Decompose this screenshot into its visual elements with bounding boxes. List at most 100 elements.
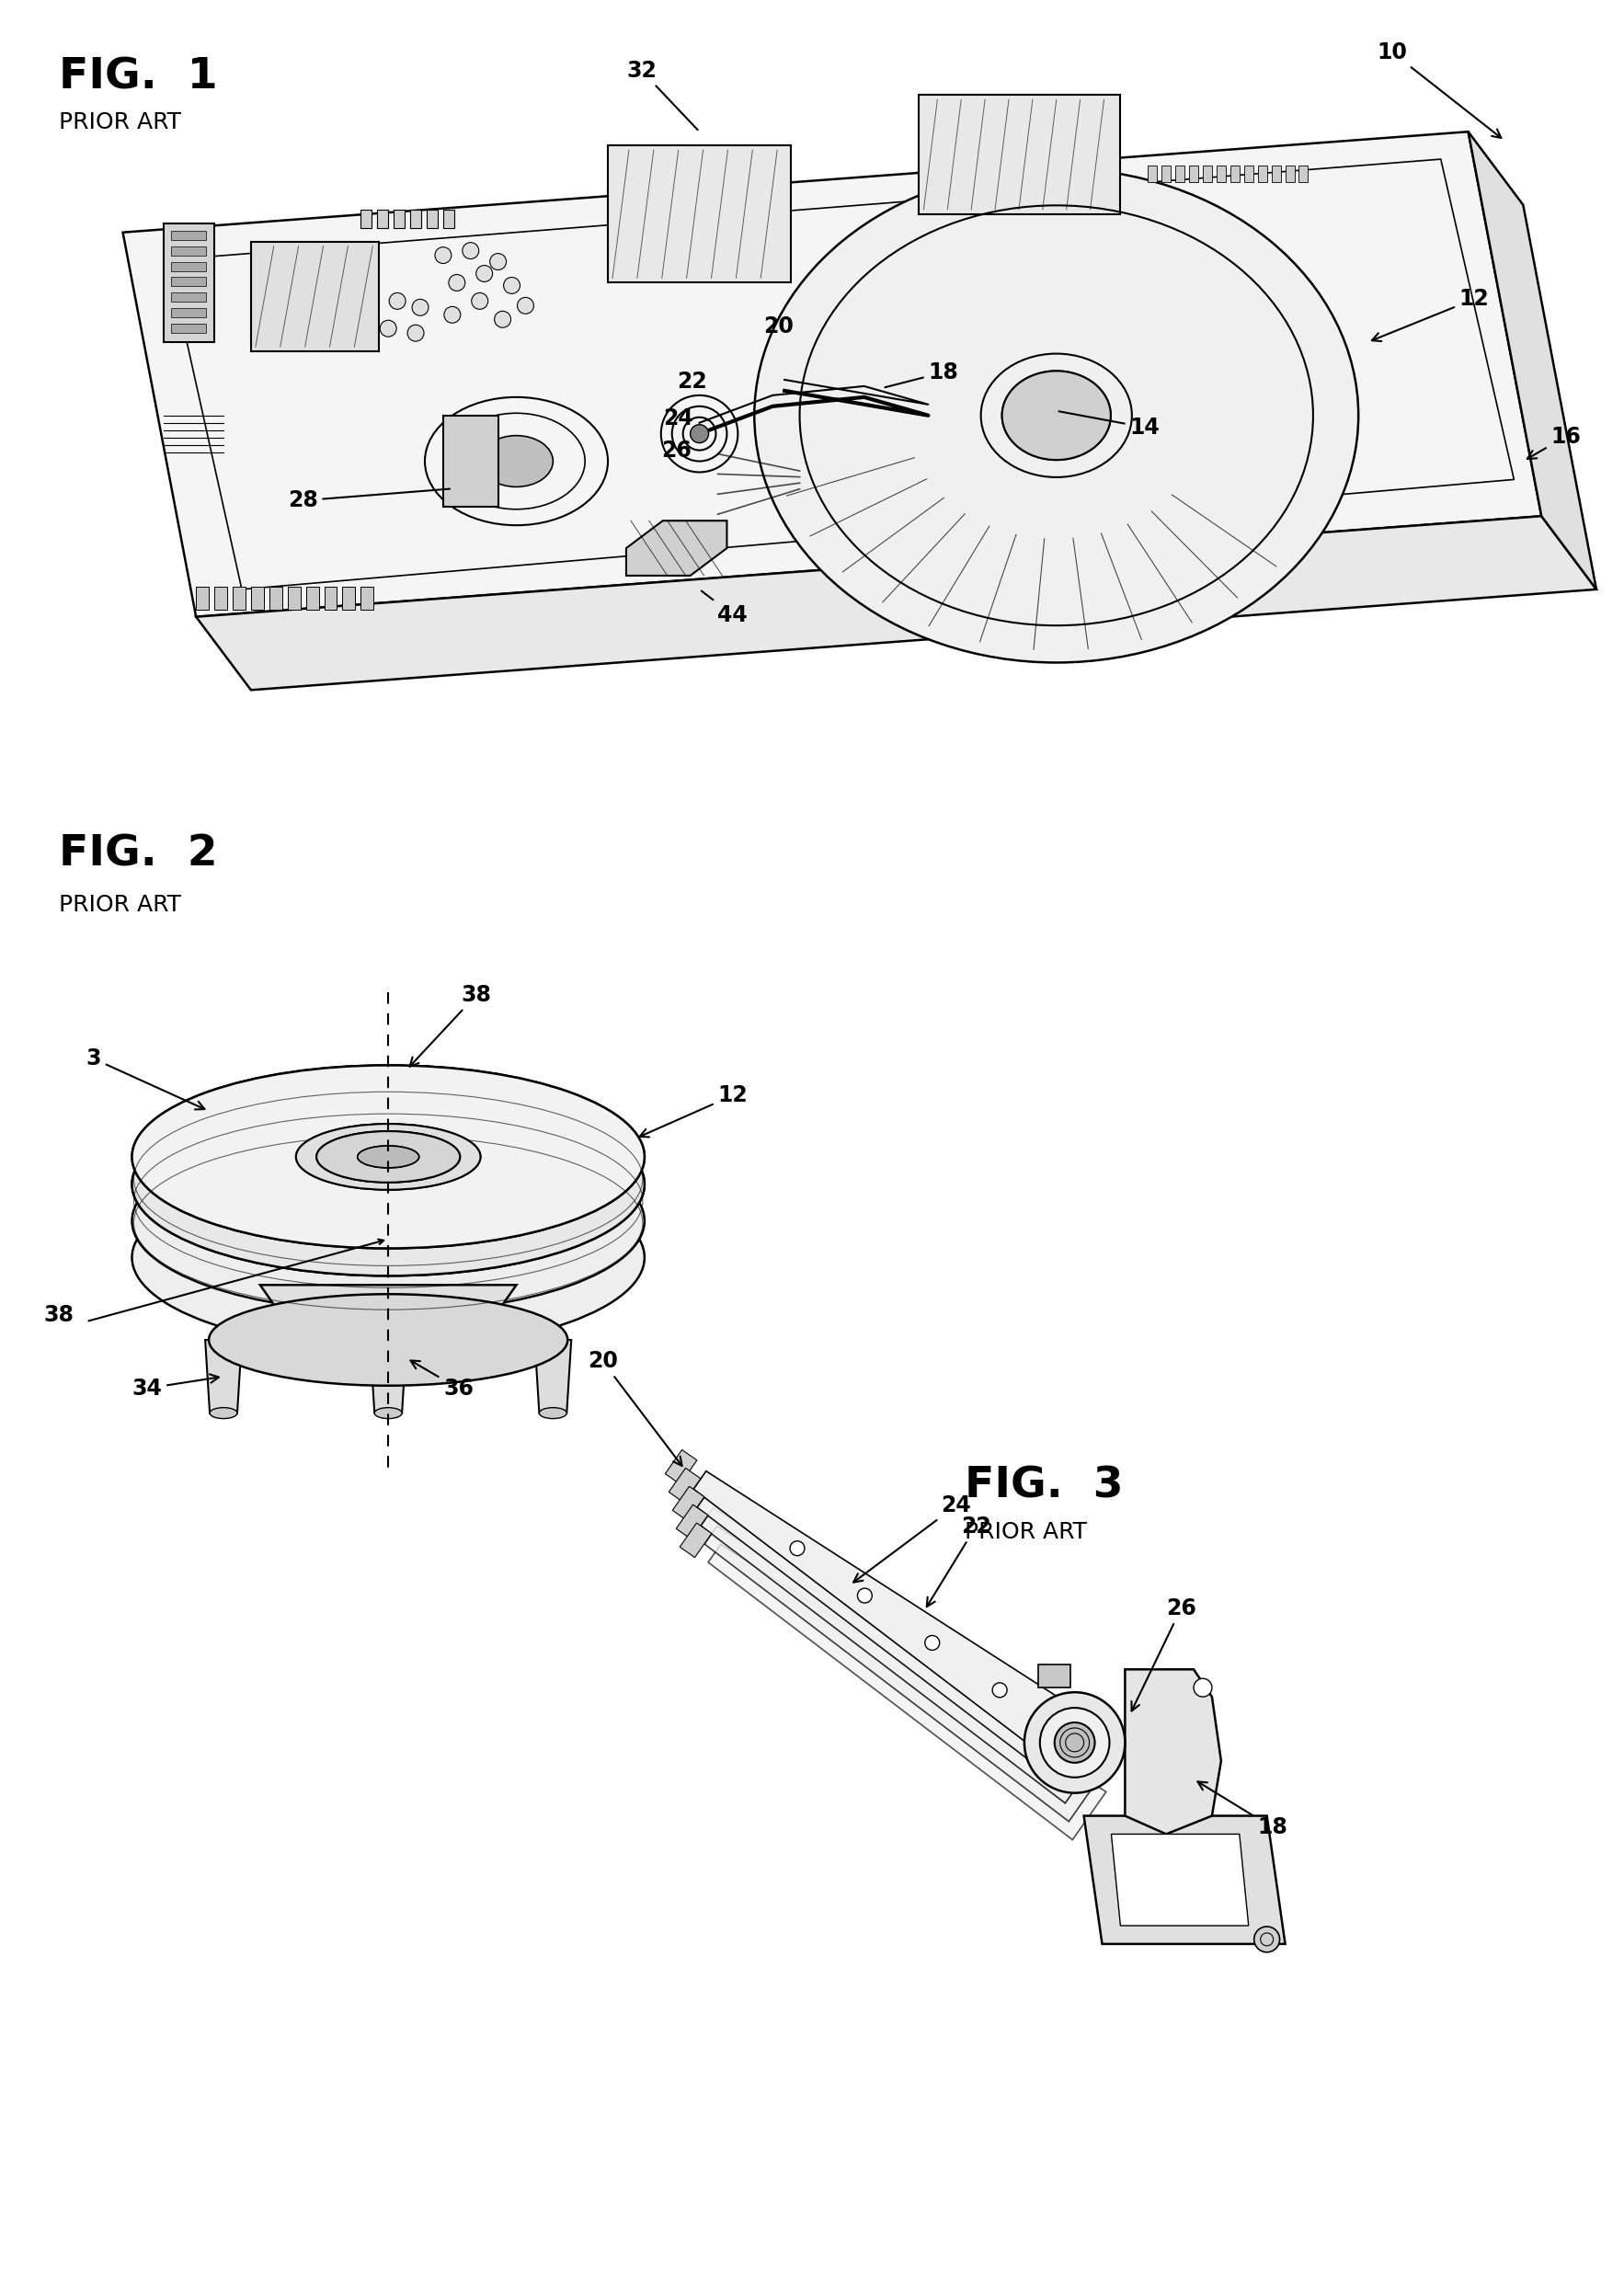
Text: 26: 26 xyxy=(661,439,692,462)
Bar xyxy=(214,586,227,609)
Bar xyxy=(1189,165,1199,183)
Polygon shape xyxy=(705,1526,1103,1821)
Text: 10: 10 xyxy=(1377,41,1501,137)
Bar xyxy=(171,231,206,240)
Text: PRIOR ART: PRIOR ART xyxy=(965,1522,1086,1542)
Bar xyxy=(1285,165,1294,183)
Bar xyxy=(171,293,206,302)
Circle shape xyxy=(690,426,708,444)
Ellipse shape xyxy=(132,1066,645,1249)
Text: PRIOR ART: PRIOR ART xyxy=(58,112,180,133)
Text: 30: 30 xyxy=(1004,153,1036,174)
Polygon shape xyxy=(666,1451,697,1485)
Polygon shape xyxy=(1083,1817,1285,1945)
Bar xyxy=(1216,165,1226,183)
Ellipse shape xyxy=(132,1066,645,1249)
Text: 24: 24 xyxy=(663,407,693,430)
Bar xyxy=(287,586,300,609)
Text: 20: 20 xyxy=(763,316,794,339)
Polygon shape xyxy=(627,522,728,577)
Bar xyxy=(164,224,214,343)
Bar xyxy=(393,210,404,229)
Circle shape xyxy=(926,1636,940,1650)
Bar xyxy=(919,96,1121,215)
Polygon shape xyxy=(680,1524,711,1558)
Bar xyxy=(361,210,372,229)
Circle shape xyxy=(992,1682,1007,1698)
Polygon shape xyxy=(205,1341,242,1414)
Polygon shape xyxy=(1468,133,1596,590)
Ellipse shape xyxy=(209,1407,237,1419)
Circle shape xyxy=(435,247,451,263)
Circle shape xyxy=(1039,1707,1109,1778)
Circle shape xyxy=(448,275,464,291)
Bar xyxy=(1257,165,1267,183)
Bar xyxy=(171,309,206,318)
Text: 44: 44 xyxy=(702,590,747,627)
Ellipse shape xyxy=(754,169,1358,664)
Text: 12: 12 xyxy=(1372,288,1489,341)
Text: 26: 26 xyxy=(1132,1597,1197,1711)
Text: 30: 30 xyxy=(684,208,716,229)
Circle shape xyxy=(518,297,534,313)
Circle shape xyxy=(412,300,429,316)
Ellipse shape xyxy=(1002,371,1111,460)
Bar xyxy=(252,243,378,352)
Ellipse shape xyxy=(357,1146,419,1167)
Bar xyxy=(1038,1666,1070,1689)
Circle shape xyxy=(503,277,520,293)
Circle shape xyxy=(1254,1926,1280,1952)
Circle shape xyxy=(476,265,492,281)
Polygon shape xyxy=(260,1286,516,1341)
Bar xyxy=(443,416,499,508)
Text: 20: 20 xyxy=(588,1350,682,1467)
Bar xyxy=(171,261,206,270)
Polygon shape xyxy=(1125,1670,1221,1835)
Bar xyxy=(252,586,263,609)
Polygon shape xyxy=(1111,1835,1249,1926)
Ellipse shape xyxy=(375,1407,403,1419)
Bar xyxy=(1176,165,1184,183)
Ellipse shape xyxy=(132,1130,645,1313)
Polygon shape xyxy=(123,133,1541,618)
Circle shape xyxy=(1054,1723,1095,1762)
Text: 24: 24 xyxy=(854,1494,971,1583)
Text: FIG.  2: FIG. 2 xyxy=(58,835,218,876)
Bar xyxy=(1244,165,1254,183)
Polygon shape xyxy=(702,1508,1099,1803)
Ellipse shape xyxy=(296,1123,481,1190)
Polygon shape xyxy=(534,1341,572,1414)
Bar xyxy=(197,586,209,609)
Text: 22: 22 xyxy=(677,371,706,394)
Circle shape xyxy=(1194,1679,1212,1698)
Text: 3: 3 xyxy=(86,1048,205,1110)
Polygon shape xyxy=(669,1469,700,1503)
Circle shape xyxy=(380,320,396,336)
Polygon shape xyxy=(708,1544,1106,1840)
Circle shape xyxy=(390,293,406,309)
Polygon shape xyxy=(672,1487,705,1522)
Bar xyxy=(361,586,374,609)
Bar xyxy=(1203,165,1212,183)
Ellipse shape xyxy=(539,1407,567,1419)
Circle shape xyxy=(789,1542,804,1556)
Bar xyxy=(171,277,206,286)
Bar xyxy=(1299,165,1307,183)
Text: 16: 16 xyxy=(1527,426,1580,460)
Bar xyxy=(343,586,356,609)
Bar xyxy=(1161,165,1171,183)
Ellipse shape xyxy=(479,435,554,487)
Text: 12: 12 xyxy=(640,1085,747,1137)
Ellipse shape xyxy=(132,1167,645,1350)
Text: 14: 14 xyxy=(1059,412,1160,439)
Ellipse shape xyxy=(317,1130,460,1183)
Circle shape xyxy=(1025,1693,1125,1794)
Bar xyxy=(305,586,318,609)
Text: 34: 34 xyxy=(132,1375,219,1400)
Polygon shape xyxy=(697,1489,1095,1785)
Ellipse shape xyxy=(209,1295,568,1387)
Text: 22: 22 xyxy=(927,1515,991,1606)
Circle shape xyxy=(443,307,461,323)
Circle shape xyxy=(490,254,507,270)
Bar xyxy=(377,210,388,229)
